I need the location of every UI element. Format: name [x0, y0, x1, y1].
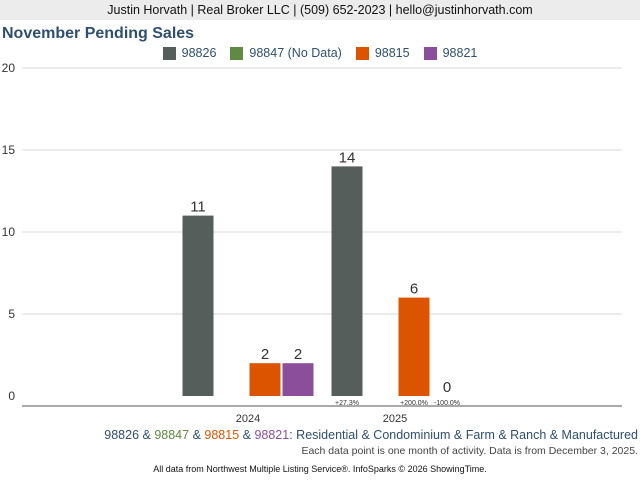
y-tick-label: 5 — [8, 307, 15, 321]
bar-98815-2025 — [398, 297, 430, 396]
data-label-98826-2024: 11 — [190, 199, 206, 216]
bar-98815-2024 — [249, 363, 281, 396]
chart-legend: 98826 98847 (No Data) 98815 98821 — [0, 45, 640, 61]
y-tick-label: 0 — [8, 389, 15, 403]
x-tick-label: 2024 — [236, 413, 260, 425]
y-tick-label: 10 — [2, 225, 16, 239]
data-label-98826-2025: 14 — [339, 149, 356, 166]
data-label-98821-2024: 2 — [294, 346, 302, 363]
data-label-98821-2025: 0 — [443, 379, 451, 396]
y-tick-label: 15 — [2, 143, 16, 157]
legend-swatch-98826 — [162, 46, 176, 60]
change-label-98815-2025: +200.0% — [400, 400, 428, 407]
footer-zip-98815: 98815 — [204, 428, 240, 442]
header-contact-bar: Justin Horvath | Real Broker LLC | (509)… — [0, 0, 640, 20]
change-label-98821-2025: -100.0% — [434, 400, 460, 407]
footer-property-types: : Residential & Condominium & Farm & Ran… — [289, 428, 638, 442]
x-tick-label: 2025 — [383, 413, 407, 425]
chart-title: November Pending Sales — [2, 25, 195, 42]
footer-note: Each data point is one month of activity… — [301, 445, 638, 457]
footer-summary: 98826 & 98847 & 98815 & 98821: Residenti… — [0, 428, 638, 442]
legend-item-98826[interactable]: 98826 — [162, 46, 217, 60]
bar-98821-2024 — [282, 363, 314, 396]
legend-label-98847: 98847 (No Data) — [249, 46, 342, 60]
footer-sep: & — [239, 428, 255, 442]
legend-item-98847[interactable]: 98847 (No Data) — [230, 46, 342, 60]
legend-swatch-98847 — [230, 46, 244, 60]
legend-swatch-98815 — [355, 46, 369, 60]
footer-zip-98826: 98826 — [104, 428, 140, 442]
legend-label-98821: 98821 — [442, 46, 478, 60]
legend-swatch-98821 — [423, 46, 437, 60]
footer-sep: & — [139, 428, 155, 442]
footer-sep: & — [189, 428, 205, 442]
footer-source: All data from Northwest Multiple Listing… — [153, 464, 487, 474]
data-label-98815-2025: 6 — [410, 281, 418, 298]
legend-item-98815[interactable]: 98815 — [355, 46, 410, 60]
data-label-98815-2024: 2 — [261, 346, 269, 363]
bar-98826-2024 — [182, 215, 214, 396]
legend-label-98826: 98826 — [181, 46, 217, 60]
footer-zip-98821: 98821 — [254, 428, 290, 442]
change-label-98826-2025: +27.3% — [335, 400, 359, 407]
y-tick-label: 20 — [2, 61, 16, 75]
legend-item-98821[interactable]: 98821 — [423, 46, 478, 60]
footer-zip-98847: 98847 — [154, 428, 190, 442]
legend-label-98815: 98815 — [374, 46, 410, 60]
bar-98826-2025 — [331, 166, 363, 396]
header-contact-text: Justin Horvath | Real Broker LLC | (509)… — [107, 3, 533, 17]
